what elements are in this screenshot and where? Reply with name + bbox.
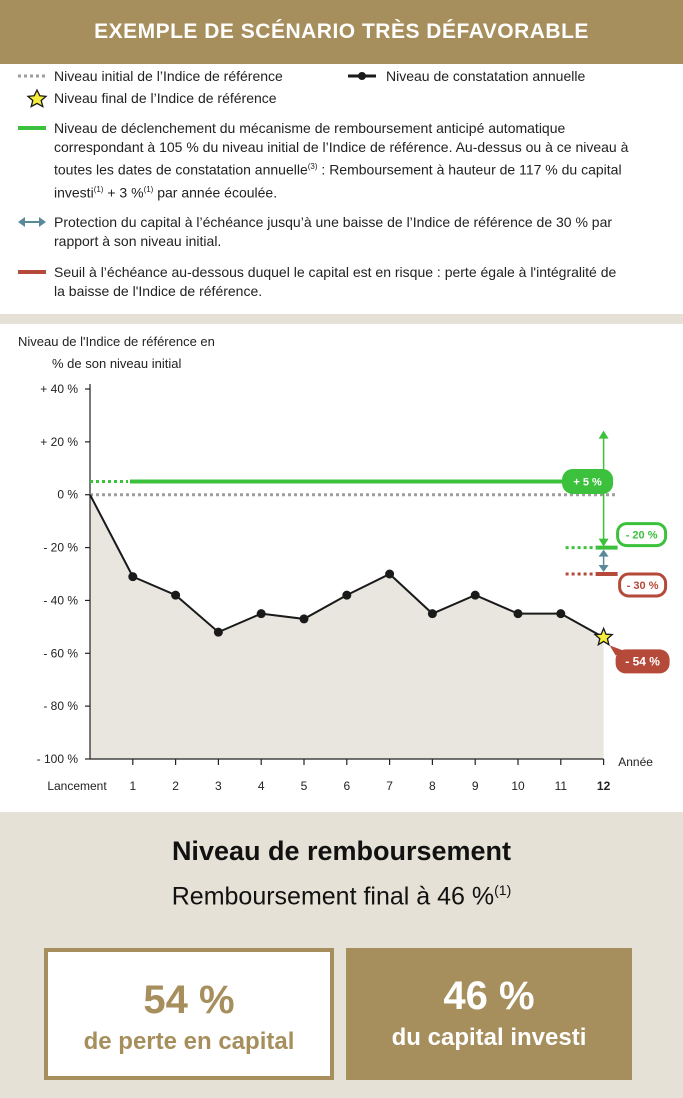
trigger-label: + 5 %	[573, 477, 602, 489]
legend-star-icon	[26, 88, 48, 108]
data-point	[128, 572, 138, 582]
x-tick-label: 4	[258, 779, 265, 793]
legend-symbols	[18, 72, 376, 274]
data-point	[171, 590, 181, 600]
y-tick-label: - 20 %	[43, 541, 78, 555]
trigger-badge	[562, 469, 614, 494]
legend-trigger-line4c: par année écoulée.	[153, 184, 278, 201]
repayment-subtitle-text: Remboursement final à 46 %	[171, 882, 495, 911]
legend-trigger-line3a: toutes les dates de constatation annuell…	[54, 161, 308, 178]
x-tick-label: 9	[472, 779, 479, 793]
legend-protection-line1: Protection du capital à l’échéance jusqu…	[54, 214, 613, 230]
final-badge	[615, 649, 670, 674]
final-label: - 54 %	[625, 654, 660, 668]
section-separator	[0, 314, 683, 324]
repay-label: du capital investi	[391, 1024, 587, 1051]
loss-value: 54 %	[143, 978, 235, 1022]
arrow-up-small-icon	[598, 549, 609, 557]
x-tick-label: 2	[172, 779, 179, 793]
legend-trigger-line4: investi(1) + 3 %(1) par année écoulée.	[54, 180, 669, 203]
data-point	[470, 590, 480, 600]
legend-trigger-line3: toutes les dates de constatation annuell…	[54, 157, 669, 180]
data-point	[256, 609, 266, 619]
data-point	[213, 627, 223, 637]
repayment-subtitle-sup: (1)	[494, 882, 512, 898]
chart-svg: Niveau de l'Indice de référence en % de s…	[18, 334, 670, 793]
legend-trigger-line4a: investi	[54, 184, 94, 201]
data-point	[342, 590, 352, 600]
arrow-down-small-icon	[598, 565, 609, 572]
protection-badge	[616, 522, 668, 548]
legend-final-text: Niveau final de l’Indice de référence	[54, 90, 277, 106]
y-tick-label: - 100 %	[37, 752, 79, 766]
x-tick-label: 3	[215, 779, 222, 793]
y-tick-label: + 40 %	[40, 382, 78, 396]
legend: Niveau initial de l’Indice de référence …	[0, 64, 683, 314]
y-tick-label: 0 %	[57, 488, 78, 502]
loss-label: de perte en capital	[83, 1028, 295, 1055]
protection-label: - 20 %	[626, 530, 658, 542]
x-tick-label: 11	[555, 779, 568, 793]
x-tick-label: 1	[129, 779, 136, 793]
y-tick-label: - 60 %	[43, 646, 78, 660]
header-banner: EXEMPLE DE SCÉNARIO TRÈS DÉFAVORABLE	[0, 0, 683, 64]
legend-trigger-text: Niveau de déclenchement du mécanisme de …	[54, 119, 669, 202]
legend-trigger-line1: Niveau de déclenchement du mécanisme de …	[54, 120, 566, 136]
legend-arrow-left-icon	[18, 217, 25, 227]
legend-arrow-right-icon	[39, 217, 46, 227]
legend-risk-text: Seuil à l’échéance au-dessous duquel le …	[54, 263, 674, 301]
loss-box: 54 % de perte en capital	[44, 948, 334, 1080]
y-tick-label: + 20 %	[40, 435, 78, 449]
chart-area: Niveau de l'Indice de référence en % de s…	[0, 324, 683, 812]
arrow-down-icon	[598, 538, 609, 547]
repayment-section: Niveau de remboursement Remboursement fi…	[0, 812, 683, 1098]
y-tick-label: - 80 %	[43, 699, 78, 713]
y-axis-title-line1: Niveau de l'Indice de référence en	[18, 334, 215, 349]
data-point	[513, 609, 523, 619]
x-axis-title: Année	[618, 755, 653, 769]
y-tick-label: - 40 %	[43, 593, 78, 607]
legend-trigger-line4b: + 3 %	[103, 184, 144, 201]
x-tick-label: 10	[511, 779, 525, 793]
x-tick-label: 12	[597, 779, 611, 793]
repay-value: 46 %	[443, 974, 535, 1018]
legend-risk-line2: la baisse de l'Indice de référence.	[54, 283, 263, 299]
data-point	[556, 609, 566, 619]
x-tick-label: Lancement	[47, 779, 107, 793]
x-tick-label: 8	[429, 779, 436, 793]
arrow-up-icon	[598, 430, 609, 439]
x-tick-label: 7	[386, 779, 393, 793]
repayment-title: Niveau de remboursement	[171, 836, 512, 866]
legend-risk-line1: Seuil à l’échéance au-dessous duquel le …	[54, 264, 617, 280]
legend-trigger-line2: correspondant à 105 % du niveau initial …	[54, 139, 629, 155]
repayment-subtitle: Remboursement final à 46 %(1)	[0, 882, 683, 911]
final-star-icon	[593, 626, 614, 647]
page-title: EXEMPLE DE SCÉNARIO TRÈS DÉFAVORABLE	[94, 20, 589, 43]
legend-protection-line2: rapport à son niveau initial.	[54, 233, 222, 249]
data-point	[427, 609, 437, 619]
x-tick-label: 5	[301, 779, 308, 793]
data-point	[299, 614, 309, 624]
legend-annual-text: Niveau de constatation annuelle	[386, 68, 586, 84]
legend-annual-dot	[358, 72, 366, 80]
y-axis-title-line2: % de son niveau initial	[52, 356, 181, 371]
legend-trigger-line3b: : Remboursement à hauteur de 117 % du ca…	[317, 161, 622, 178]
legend-trigger-line3-sup: (3)	[307, 162, 318, 171]
legend-trigger-line4-sup2: (1)	[143, 184, 154, 194]
repay-box: 46 % du capital investi	[346, 948, 632, 1080]
series-area	[90, 494, 604, 759]
risk-label: - 30 %	[627, 580, 659, 592]
legend-trigger-line4-sup1: (1)	[93, 184, 104, 194]
risk-badge	[618, 572, 668, 598]
data-point	[385, 569, 395, 579]
legend-protection-text: Protection du capital à l’échéance jusqu…	[54, 213, 669, 251]
x-tick-label: 6	[343, 779, 350, 793]
legend-initial-text: Niveau initial de l’Indice de référence	[54, 68, 283, 84]
